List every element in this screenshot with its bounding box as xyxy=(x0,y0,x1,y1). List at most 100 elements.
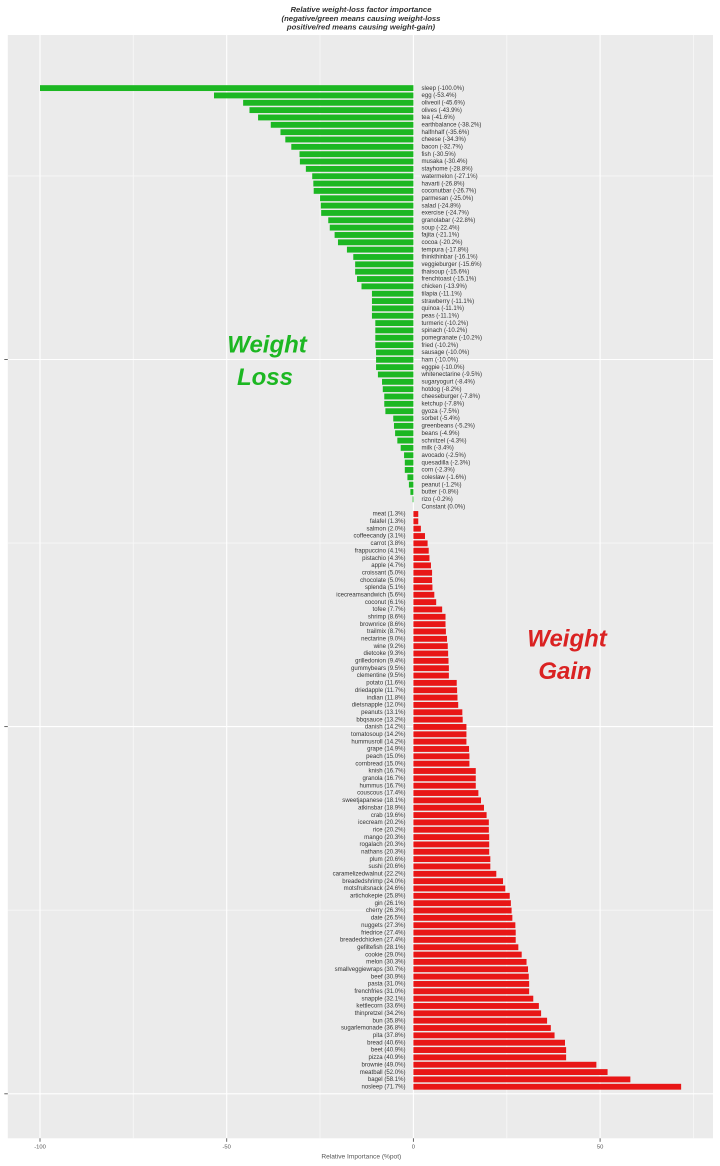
svg-text:havarti (-26.8%): havarti (-26.8%) xyxy=(422,181,465,187)
svg-text:gyoza (-7.5%): gyoza (-7.5%) xyxy=(422,409,460,415)
svg-text:sweetjapanese (18.1%): sweetjapanese (18.1%) xyxy=(342,798,405,804)
svg-text:sorbet (-5.4%): sorbet (-5.4%) xyxy=(422,416,460,422)
svg-text:granolabar (-22.8%): granolabar (-22.8%) xyxy=(422,218,476,224)
svg-text:Weight: Weight xyxy=(227,332,308,359)
svg-text:bagel (58.1%): bagel (58.1%) xyxy=(368,1077,406,1083)
svg-text:breadedchicken (27.4%): breadedchicken (27.4%) xyxy=(340,938,406,944)
svg-text:trailmix (8.7%): trailmix (8.7%) xyxy=(367,629,406,635)
svg-text:fish (-30.5%): fish (-30.5%) xyxy=(422,152,456,158)
svg-text:peanut (-1.2%): peanut (-1.2%) xyxy=(422,482,462,488)
svg-text:bacon (-32.7%): bacon (-32.7%) xyxy=(422,145,463,151)
svg-text:cheeseburger (-7.8%): cheeseburger (-7.8%) xyxy=(422,394,480,400)
svg-text:cornbread (15.0%): cornbread (15.0%) xyxy=(355,761,405,767)
svg-text:hummus (16.7%): hummus (16.7%) xyxy=(359,783,405,789)
svg-text:quinoa (-11.1%): quinoa (-11.1%) xyxy=(422,306,465,312)
svg-text:positive/red means causing wei: positive/red means causing weight-gain) xyxy=(286,23,436,32)
svg-text:splenda (5.1%): splenda (5.1%) xyxy=(365,585,406,591)
svg-text:potato (11.6%): potato (11.6%) xyxy=(366,681,405,687)
svg-text:exercise (-24.7%): exercise (-24.7%) xyxy=(422,211,469,217)
svg-text:egg (-53.4%): egg (-53.4%) xyxy=(422,93,457,99)
svg-text:50: 50 xyxy=(597,1144,603,1150)
svg-text:tofee (7.7%): tofee (7.7%) xyxy=(373,607,406,613)
svg-text:sleep (-100.0%): sleep (-100.0%) xyxy=(422,86,465,92)
svg-text:beet (40.9%): beet (40.9%) xyxy=(371,1048,406,1054)
svg-text:Relative weight-loss factor im: Relative weight-loss factor importance xyxy=(291,5,433,14)
svg-text:meat (1.3%): meat (1.3%) xyxy=(373,512,406,518)
svg-text:-100: -100 xyxy=(34,1144,46,1150)
svg-text:-50: -50 xyxy=(223,1144,231,1150)
svg-text:coleslaw (-1.6%): coleslaw (-1.6%) xyxy=(422,475,467,481)
svg-text:cherry (26.3%): cherry (26.3%) xyxy=(366,908,406,914)
svg-text:avocado (-2.5%): avocado (-2.5%) xyxy=(422,453,466,459)
svg-text:Gain: Gain xyxy=(538,658,591,685)
svg-text:ham (-10.0%): ham (-10.0%) xyxy=(422,357,459,363)
svg-text:watermelon (-27.1%): watermelon (-27.1%) xyxy=(421,174,478,180)
svg-text:beans (-4.9%): beans (-4.9%) xyxy=(422,431,460,437)
svg-text:frenchtoast (-15.1%): frenchtoast (-15.1%) xyxy=(422,277,477,283)
svg-text:beef (30.9%): beef (30.9%) xyxy=(371,974,406,980)
svg-text:kettlecorn (33.6%): kettlecorn (33.6%) xyxy=(356,1004,405,1010)
svg-text:cheese (-34.3%): cheese (-34.3%) xyxy=(422,137,466,143)
svg-text:knish (16.7%): knish (16.7%) xyxy=(369,769,406,775)
svg-text:corn (-2.3%): corn (-2.3%) xyxy=(422,468,455,474)
svg-text:brownie (49.0%): brownie (49.0%) xyxy=(361,1062,405,1068)
svg-text:indian (11.8%): indian (11.8%) xyxy=(367,695,406,701)
svg-text:dietcoke (9.3%): dietcoke (9.3%) xyxy=(363,651,405,657)
svg-text:falafel (1.3%): falafel (1.3%) xyxy=(370,519,406,525)
svg-text:greenbeans (-5.2%): greenbeans (-5.2%) xyxy=(422,424,475,430)
svg-text:gin (26.1%): gin (26.1%) xyxy=(375,901,406,907)
svg-text:chocolate (5.0%): chocolate (5.0%) xyxy=(360,578,405,584)
svg-text:crab (19.6%): crab (19.6%) xyxy=(371,813,406,819)
svg-text:gefiltefish (28.1%): gefiltefish (28.1%) xyxy=(357,945,405,951)
svg-text:tea (-41.6%): tea (-41.6%) xyxy=(422,115,455,121)
svg-text:schnitzel (-4.3%): schnitzel (-4.3%) xyxy=(422,438,467,444)
svg-text:soup (-22.4%): soup (-22.4%) xyxy=(422,225,460,231)
svg-text:nuggets (27.3%): nuggets (27.3%) xyxy=(361,923,405,929)
svg-text:thinkthinbar (-16.1%): thinkthinbar (-16.1%) xyxy=(422,255,478,261)
svg-text:cookie (29.0%): cookie (29.0%) xyxy=(365,952,405,958)
svg-text:mango (20.3%): mango (20.3%) xyxy=(364,835,405,841)
svg-text:chicken (-13.9%): chicken (-13.9%) xyxy=(422,284,467,290)
svg-text:0: 0 xyxy=(412,1144,415,1150)
svg-text:motsfruitsnack (24.6%): motsfruitsnack (24.6%) xyxy=(344,886,406,892)
svg-text:Weight: Weight xyxy=(527,626,608,653)
svg-text:fajita (-21.1%): fajita (-21.1%) xyxy=(422,233,460,239)
svg-text:quesadilla (-2.3%): quesadilla (-2.3%) xyxy=(422,460,471,466)
svg-text:hummusroll (14.2%): hummusroll (14.2%) xyxy=(351,739,405,745)
svg-text:salad (-24.8%): salad (-24.8%) xyxy=(422,203,461,209)
svg-text:friedrice (27.4%): friedrice (27.4%) xyxy=(361,930,405,936)
svg-text:danish (14.2%): danish (14.2%) xyxy=(365,725,406,731)
svg-text:wine (9.2%): wine (9.2%) xyxy=(373,644,406,650)
svg-text:thinpretzel (34.2%): thinpretzel (34.2%) xyxy=(355,1011,406,1017)
svg-text:frenchfries (31.0%): frenchfries (31.0%) xyxy=(354,989,405,995)
svg-text:date (26.5%): date (26.5%) xyxy=(371,916,406,922)
svg-text:rogalach (20.3%): rogalach (20.3%) xyxy=(359,842,405,848)
svg-text:hotdog (-8.2%): hotdog (-8.2%) xyxy=(422,387,462,393)
svg-text:granola (16.7%): granola (16.7%) xyxy=(362,776,405,782)
svg-text:Loss: Loss xyxy=(237,364,293,391)
svg-text:pistachio (4.3%): pistachio (4.3%) xyxy=(362,556,405,562)
svg-text:ketchup (-7.8%): ketchup (-7.8%) xyxy=(422,402,465,408)
svg-text:strawberry (-11.1%): strawberry (-11.1%) xyxy=(422,299,475,305)
svg-text:bun (35.8%): bun (35.8%) xyxy=(373,1018,406,1024)
svg-text:sugaryogurt (-8.4%): sugaryogurt (-8.4%) xyxy=(422,380,475,386)
svg-text:bbqsauce (13.2%): bbqsauce (13.2%) xyxy=(356,717,405,723)
svg-text:tomatosoup (14.2%): tomatosoup (14.2%) xyxy=(351,732,405,738)
svg-text:grape (14.9%): grape (14.9%) xyxy=(367,747,405,753)
svg-text:meatball (52.0%): meatball (52.0%) xyxy=(360,1070,406,1076)
svg-text:tilapia (-11.1%): tilapia (-11.1%) xyxy=(422,291,462,297)
svg-text:bread (40.6%): bread (40.6%) xyxy=(367,1040,405,1046)
svg-text:Constant (0.0%): Constant (0.0%) xyxy=(422,504,466,510)
svg-text:driedapple (11.7%): driedapple (11.7%) xyxy=(355,688,406,694)
svg-text:dietsnapple (12.0%): dietsnapple (12.0%) xyxy=(352,703,406,709)
svg-text:icecream (20.2%): icecream (20.2%) xyxy=(358,820,405,826)
svg-text:turmeric (-10.2%): turmeric (-10.2%) xyxy=(422,321,469,327)
svg-text:veggieburger (-15.6%): veggieburger (-15.6%) xyxy=(422,262,482,268)
svg-text:coconutbar (-26.7%): coconutbar (-26.7%) xyxy=(422,189,477,195)
svg-text:pita (37.8%): pita (37.8%) xyxy=(373,1033,406,1039)
svg-text:pizza (40.9%): pizza (40.9%) xyxy=(369,1055,406,1061)
svg-text:Relative Importance (%pot): Relative Importance (%pot) xyxy=(321,1153,401,1160)
svg-text:apple (4.7%): apple (4.7%) xyxy=(371,563,405,569)
svg-text:rice (20.2%): rice (20.2%) xyxy=(373,827,406,833)
svg-text:nectarine (9.0%): nectarine (9.0%) xyxy=(361,637,405,643)
